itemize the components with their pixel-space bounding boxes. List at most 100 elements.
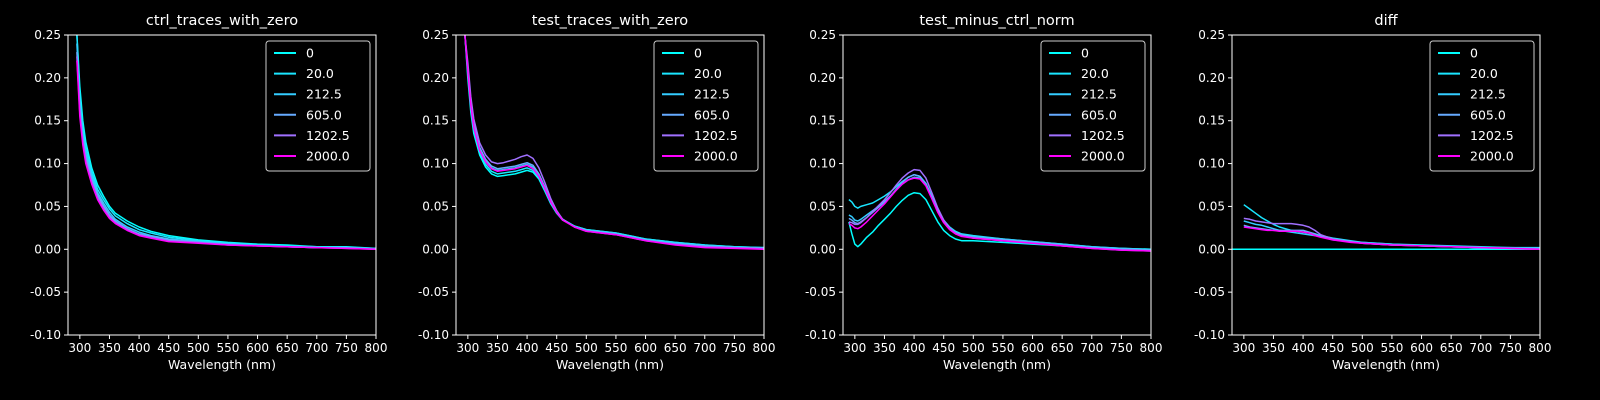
x-tick-label: 800 [1140,341,1163,355]
x-tick-label: 400 [1292,341,1315,355]
series-line-605.0 [464,35,764,250]
x-tick-label: 500 [1351,341,1374,355]
y-tick-label: 0.25 [422,28,449,42]
y-tick-label: 0.05 [809,199,836,213]
y-tick-label: 0.20 [422,71,449,85]
legend-label-2000.0: 2000.0 [1470,149,1514,164]
y-tick-label: 0.10 [809,157,836,171]
x-tick-label: 400 [516,341,539,355]
series-line-0 [76,35,376,250]
axes-frame [842,34,1152,336]
legend-label-20.0: 20.0 [1081,66,1109,81]
x-tick-label: 750 [1499,341,1522,355]
x-tick-label: 500 [575,341,598,355]
x-tick-label: 450 [1321,341,1344,355]
y-tick-label: 0.20 [809,71,836,85]
x-tick-label: 700 [693,341,716,355]
y-tick-label: -0.10 [418,328,449,342]
x-tick-label: 750 [1110,341,1133,355]
x-tick-label: 650 [1440,341,1463,355]
series-line-2000.0 [848,177,1151,252]
series-lines [76,35,376,251]
x-tick-label: 800 [753,341,776,355]
x-axis-label: Wavelength (nm) [943,357,1051,372]
legend-label-2000.0: 2000.0 [694,149,738,164]
y-tick-label: 0.15 [1198,114,1225,128]
legend-label-2000.0: 2000.0 [306,149,350,164]
x-tick-label: 650 [276,341,299,355]
x-tick-label: 350 [98,341,121,355]
x-tick-label: 600 [246,341,269,355]
chart-panel-1: 300 350 400 450 500 550 600 650 700 750 800 -0.10 -0… [30,13,388,372]
legend-label-605.0: 605.0 [1081,107,1117,122]
legend-label-20.0: 20.0 [1470,66,1498,81]
series-line-2000.0 [76,60,376,251]
y-tick-label: 0.00 [809,242,836,256]
x-tick-label: 300 [843,341,866,355]
legend: 0 20.0 212.5 605.0 1202.5 2000.0 [1040,40,1146,172]
x-tick-label: 550 [604,341,627,355]
x-tick-label: 700 [1080,341,1103,355]
series-lines [464,35,764,251]
x-tick-label: 700 [305,341,328,355]
legend-label-212.5: 212.5 [1470,87,1506,102]
y-tick-label: 0.05 [422,199,449,213]
y-tick-label: 0.00 [1198,242,1225,256]
x-axis-label: Wavelength (nm) [1332,357,1440,372]
y-tick-label: -0.10 [1194,328,1225,342]
legend-label-2000.0: 2000.0 [1081,149,1125,164]
x-tick-label: 800 [365,341,388,355]
chart-panel-4: 300 350 400 450 500 550 600 650 700 750 800 -0.10 -0… [1194,13,1552,372]
y-tick-label: 0.15 [422,114,449,128]
x-tick-label: 400 [128,341,151,355]
y-tick-label: 0.25 [34,28,61,42]
y-tick-label: -0.05 [1194,285,1225,299]
legend-label-20.0: 20.0 [306,66,334,81]
x-tick-label: 550 [216,341,239,355]
x-tick-label: 550 [991,341,1014,355]
y-tick-label: 0.05 [1198,199,1225,213]
axes-frame [1231,34,1541,336]
y-tick-label: -0.10 [805,328,836,342]
x-tick-label: 300 [1232,341,1255,355]
y-tick-label: 0.05 [34,199,61,213]
legend-label-0: 0 [694,46,702,61]
series-line-20.0 [464,35,764,249]
y-tick-label: 0.25 [1198,28,1225,42]
x-tick-label: 400 [903,341,926,355]
y-tick-label: 0.25 [809,28,836,42]
series-line-212.5 [848,176,1151,251]
x-tick-label: 700 [1469,341,1492,355]
legend-label-20.0: 20.0 [694,66,722,81]
y-tick-label: -0.10 [30,328,61,342]
x-tick-label: 750 [723,341,746,355]
y-tick-label: 0.10 [34,157,61,171]
y-tick-label: 0.10 [422,157,449,171]
legend-label-1202.5: 1202.5 [1470,128,1514,143]
y-tick-label: 0.15 [809,114,836,128]
legend-label-605.0: 605.0 [1470,107,1506,122]
series-line-2000.0 [1243,226,1540,251]
y-tick-label: 0.15 [34,114,61,128]
x-axis-label: Wavelength (nm) [556,357,664,372]
axes-frame [67,34,377,336]
legend: 0 20.0 212.5 605.0 1202.5 2000.0 [265,40,371,172]
legend-label-0: 0 [1470,46,1478,61]
x-tick-label: 450 [545,341,568,355]
x-tick-label: 650 [1051,341,1074,355]
y-tick-label: 0.20 [34,71,61,85]
legend-label-1202.5: 1202.5 [694,128,738,143]
series-line-2000.0 [464,35,764,251]
x-tick-label: 750 [335,341,358,355]
legend: 0 20.0 212.5 605.0 1202.5 2000.0 [1429,40,1535,172]
x-tick-label: 800 [1529,341,1552,355]
chart-title: test_minus_ctrl_norm [919,13,1074,29]
legend-label-0: 0 [1081,46,1089,61]
y-tick-label: 0.10 [1198,157,1225,171]
x-tick-label: 600 [1410,341,1433,355]
legend: 0 20.0 212.5 605.0 1202.5 2000.0 [653,40,759,172]
legend-label-0: 0 [306,46,314,61]
x-tick-label: 300 [68,341,91,355]
legend-label-1202.5: 1202.5 [306,128,350,143]
